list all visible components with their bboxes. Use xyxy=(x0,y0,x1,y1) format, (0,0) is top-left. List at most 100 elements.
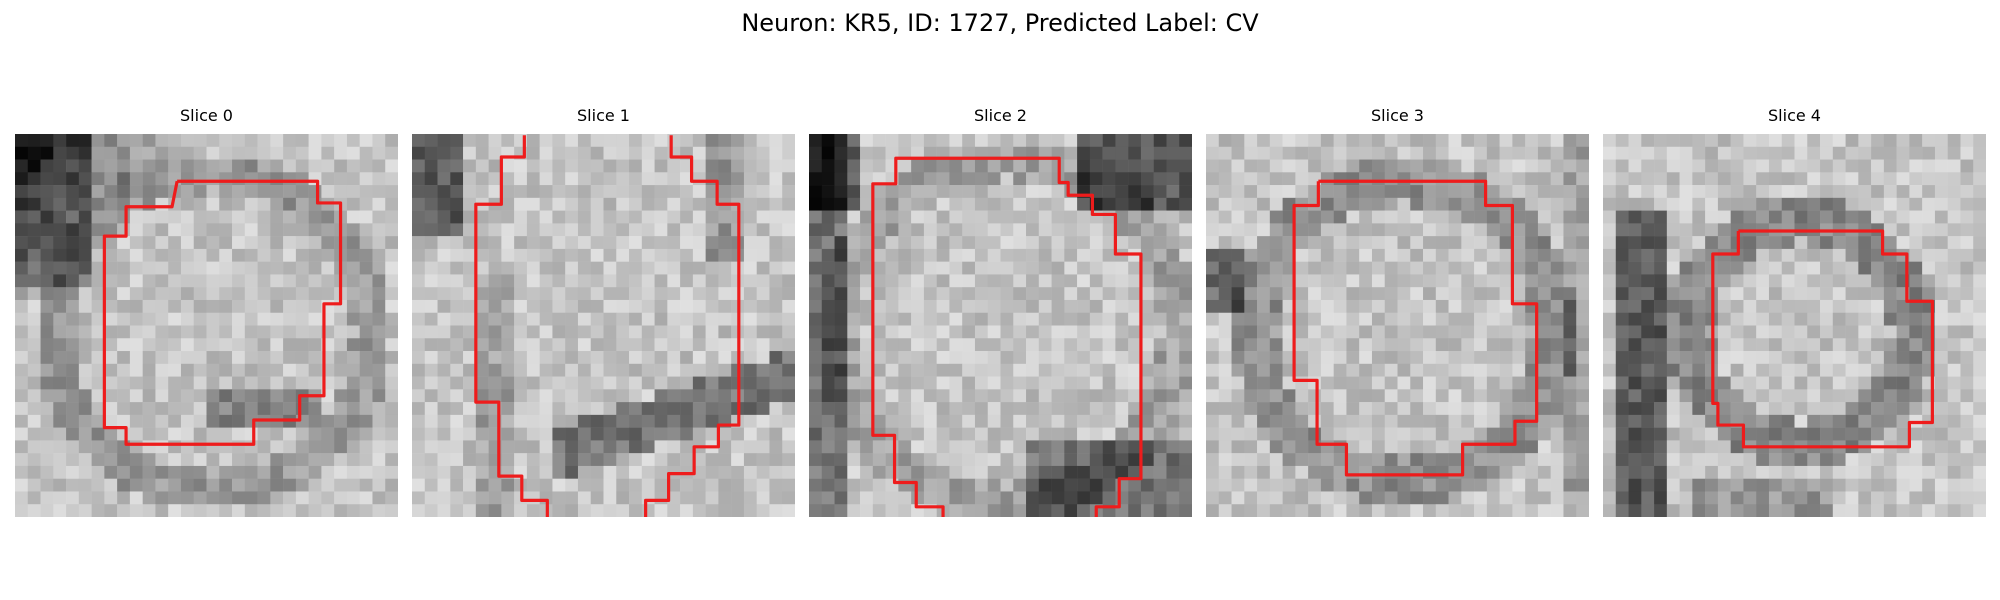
pixel xyxy=(244,185,258,199)
pixel xyxy=(1947,159,1961,173)
pixel xyxy=(257,197,271,211)
pixel xyxy=(334,172,348,186)
pixel xyxy=(1282,210,1296,224)
pixel xyxy=(1512,491,1526,505)
pixel xyxy=(974,325,988,339)
pixel xyxy=(1026,453,1040,467)
pixel xyxy=(1743,414,1757,428)
pixel xyxy=(40,274,54,288)
pixel xyxy=(129,338,143,352)
pixel xyxy=(1563,312,1577,326)
pixel xyxy=(463,146,477,160)
pixel xyxy=(577,185,591,199)
pixel xyxy=(923,427,937,441)
pixel xyxy=(962,159,976,173)
pixel xyxy=(911,414,925,428)
pixel xyxy=(590,325,604,339)
pixel xyxy=(321,134,335,148)
pixel xyxy=(142,338,156,352)
pixel xyxy=(872,453,886,467)
pixel xyxy=(1820,478,1834,492)
pixel xyxy=(412,351,426,365)
pixel xyxy=(321,261,335,275)
pixel xyxy=(974,299,988,313)
pixel xyxy=(40,197,54,211)
pixel xyxy=(1064,312,1078,326)
pixel xyxy=(1026,159,1040,173)
pixel xyxy=(308,504,322,517)
pixel xyxy=(1448,299,1462,313)
pixel xyxy=(206,389,220,403)
pixel xyxy=(1692,185,1706,199)
pixel xyxy=(565,478,579,492)
pixel xyxy=(898,223,912,237)
pixel xyxy=(53,210,67,224)
pixel xyxy=(1576,338,1589,352)
pixel xyxy=(1525,248,1539,262)
cell-contour xyxy=(474,135,549,517)
pixel xyxy=(949,491,963,505)
pixel xyxy=(412,299,426,313)
pixel xyxy=(1960,325,1974,339)
pixel xyxy=(104,159,118,173)
pixel xyxy=(872,414,886,428)
pixel xyxy=(232,172,246,186)
pixel xyxy=(809,504,823,517)
pixel xyxy=(680,491,694,505)
pixel xyxy=(1115,159,1129,173)
pixel xyxy=(180,338,194,352)
pixel xyxy=(1705,172,1719,186)
pixel xyxy=(1909,351,1923,365)
pixel xyxy=(1064,491,1078,505)
pixel xyxy=(1000,351,1014,365)
pixel xyxy=(1206,261,1220,275)
pixel xyxy=(1371,414,1385,428)
pixel xyxy=(1550,389,1564,403)
pixel xyxy=(193,185,207,199)
pixel xyxy=(1295,389,1309,403)
pixel xyxy=(53,376,67,390)
pixel xyxy=(1115,338,1129,352)
pixel xyxy=(1756,376,1770,390)
pixel xyxy=(129,440,143,454)
pixel xyxy=(654,491,668,505)
pixel xyxy=(1525,197,1539,211)
pixel xyxy=(949,338,963,352)
pixel xyxy=(1654,146,1668,160)
pixel xyxy=(1423,172,1437,186)
pixel xyxy=(117,172,131,186)
pixel xyxy=(219,389,233,403)
pixel xyxy=(412,453,426,467)
pixel xyxy=(117,210,131,224)
pixel xyxy=(1000,389,1014,403)
pixel xyxy=(654,248,668,262)
pixel xyxy=(1320,248,1334,262)
pixel xyxy=(1858,389,1872,403)
pixel xyxy=(769,440,783,454)
pixel xyxy=(1705,478,1719,492)
pixel xyxy=(1563,185,1577,199)
pixel xyxy=(603,210,617,224)
pixel xyxy=(346,376,360,390)
pixel xyxy=(1756,338,1770,352)
pixel xyxy=(308,236,322,250)
pixel xyxy=(590,299,604,313)
pixel xyxy=(847,210,861,224)
pixel xyxy=(526,491,540,505)
pixel xyxy=(117,465,131,479)
pixel xyxy=(1269,465,1283,479)
pixel xyxy=(321,453,335,467)
pixel xyxy=(1550,478,1564,492)
pixel xyxy=(232,197,246,211)
pixel xyxy=(270,389,284,403)
pixel xyxy=(1140,363,1154,377)
pixel xyxy=(1026,504,1040,517)
pixel xyxy=(1359,478,1373,492)
pixel xyxy=(809,389,823,403)
pixel xyxy=(539,478,553,492)
pixel xyxy=(1128,223,1142,237)
pixel xyxy=(1615,236,1629,250)
pixel xyxy=(1603,325,1617,339)
pixel xyxy=(1756,236,1770,250)
pixel xyxy=(1934,159,1948,173)
